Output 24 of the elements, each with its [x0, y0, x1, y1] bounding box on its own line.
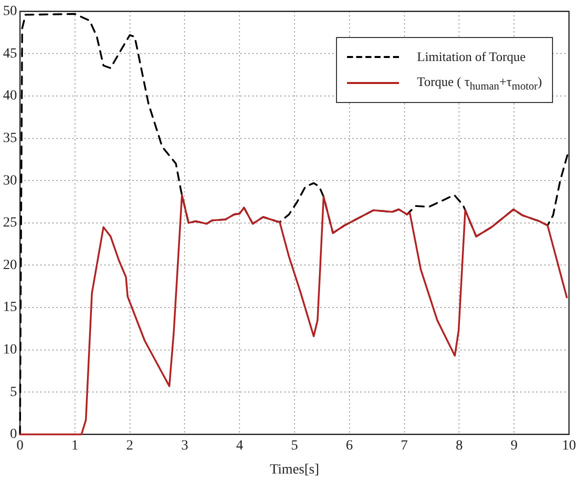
y-tick-label: 0 — [10, 427, 17, 442]
y-tick-label: 30 — [3, 173, 17, 188]
y-tick-label: 25 — [3, 216, 17, 231]
y-tick-label: 5 — [10, 384, 17, 400]
y-tick-label: 40 — [3, 88, 17, 104]
y-tick-label: 10 — [3, 342, 17, 358]
y-tick-label: 15 — [3, 300, 17, 316]
legend-label: Limitation of Torque — [417, 49, 526, 66]
y-tick-label: 20 — [3, 258, 17, 273]
x-tick-label: 3 — [181, 438, 188, 454]
x-tick-label: 8 — [456, 438, 463, 454]
y-tick-label: 35 — [3, 130, 17, 146]
y-tick-label: 50 — [3, 4, 17, 20]
y-tick-label: 45 — [3, 46, 17, 62]
x-tick-label: 4 — [236, 438, 244, 454]
x-tick-label: 6 — [346, 438, 353, 454]
x-tick-label: 1 — [71, 438, 78, 454]
x-axis-title: Times[s] — [270, 462, 320, 478]
x-tick-label: 5 — [291, 438, 298, 454]
x-tick-label: 9 — [510, 438, 518, 454]
x-tick-label: 7 — [400, 438, 408, 454]
x-tick-label: 2 — [126, 438, 134, 454]
legend-label: Torque ( τ$_{human}$+τ$_{motor}$) — [417, 74, 542, 93]
x-tick-label: 10 — [562, 438, 576, 454]
